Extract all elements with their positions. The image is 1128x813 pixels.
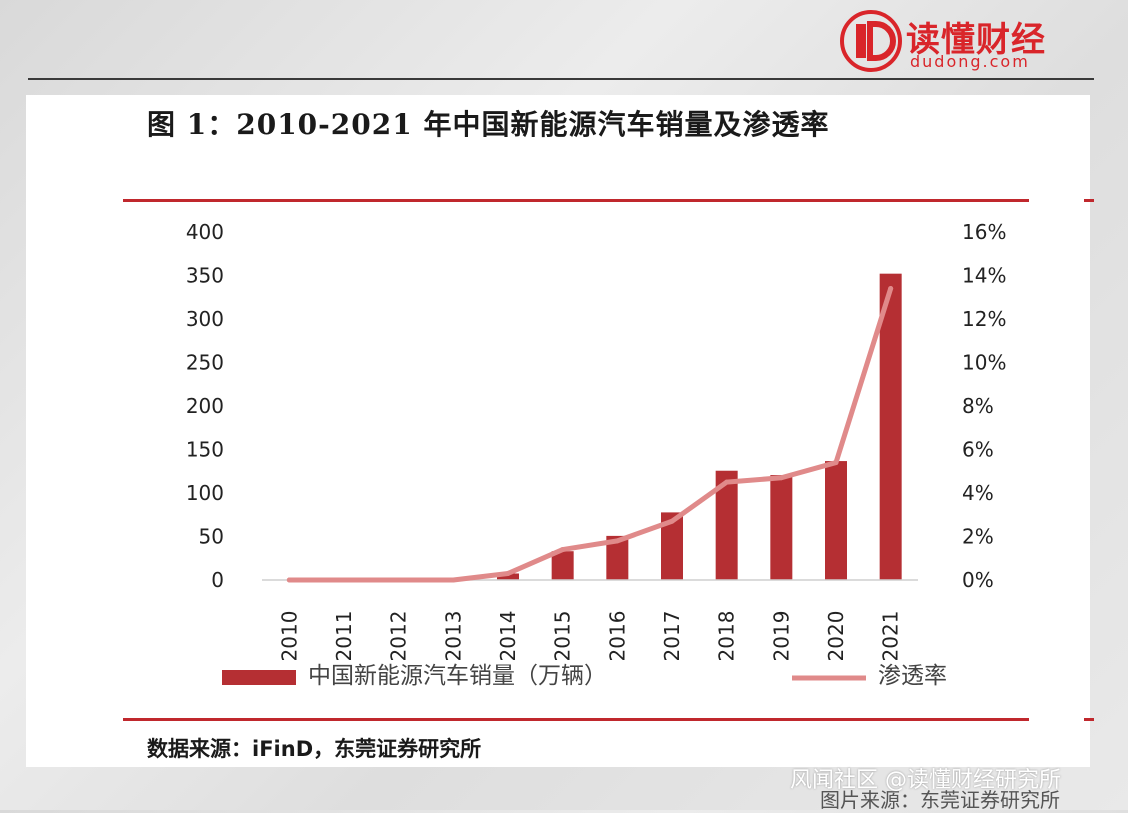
legend-label-penetration: 渗透率 [878, 663, 947, 689]
sales-penetration-chart: 0 50 100 150 200 250 300 350 400 0% 2% 4% 6% 8% 10% 12%… [140, 215, 1020, 705]
y-left-tick-label: 250 [186, 351, 224, 375]
x-tick-label: 2014 [496, 611, 520, 662]
brand-logo: 读懂财经 dudong.com [840, 8, 1060, 74]
x-tick-label: 2021 [879, 611, 903, 662]
y-right-tick-label: 8% [962, 394, 994, 418]
penetration-point-2021 [888, 286, 893, 291]
y-right-tick-label: 12% [962, 307, 1006, 331]
y-left-tick-label: 400 [186, 220, 224, 244]
y-left-tick-label: 150 [186, 438, 224, 462]
logo-mark-icon [840, 10, 902, 72]
watermark: 风闻社区 @读懂财经研究所 [790, 762, 1061, 794]
x-tick-label: 2012 [387, 611, 411, 662]
figure-title: 图 1：2010-2021 年中国新能源汽车销量及渗透率 [147, 103, 829, 143]
y-left-tick-label: 0 [211, 568, 224, 592]
logo-domain: dudong.com [910, 52, 1030, 71]
bar-2020 [825, 461, 847, 580]
penetration-point-2010 [287, 578, 292, 583]
penetration-point-2018 [724, 480, 729, 485]
x-tick-label: 2019 [769, 611, 793, 662]
penetration-point-2020 [834, 460, 839, 465]
edge-tick-bottom [1084, 718, 1094, 721]
source-rule [123, 718, 1029, 721]
y-right-tick-label: 0% [962, 568, 994, 592]
y-right-tick-label: 2% [962, 525, 994, 549]
x-tick-label: 2020 [824, 611, 848, 662]
x-tick-label: 2011 [332, 611, 356, 662]
penetration-line [289, 289, 890, 580]
x-tick-label: 2018 [715, 611, 739, 662]
penetration-point-2019 [779, 475, 784, 480]
penetration-point-2013 [451, 578, 456, 583]
x-tick-label: 2010 [277, 611, 301, 662]
y-right-tick-label: 10% [962, 351, 1006, 375]
data-source: 数据来源：iFinD，东莞证券研究所 [147, 733, 481, 763]
penetration-point-2016 [615, 538, 620, 543]
penetration-point-2014 [506, 571, 511, 576]
penetration-point-2011 [342, 578, 347, 583]
x-tick-label: 2017 [660, 611, 684, 662]
x-tick-label: 2015 [551, 611, 575, 662]
legend-label-sales: 中国新能源汽车销量（万辆） [308, 663, 607, 689]
penetration-point-2017 [670, 519, 675, 524]
y-left-tick-label: 350 [186, 264, 224, 288]
penetration-point-2012 [396, 578, 401, 583]
edge-tick-top [1084, 199, 1094, 202]
title-rule [123, 199, 1029, 202]
bar-2019 [770, 475, 792, 580]
y-right-tick-label: 6% [962, 438, 994, 462]
y-left-tick-label: 300 [186, 307, 224, 331]
legend-swatch-sales [222, 670, 296, 685]
y-left-tick-label: 50 [199, 525, 224, 549]
y-right-tick-label: 16% [962, 220, 1006, 244]
y-right-tick-label: 4% [962, 481, 994, 505]
x-tick-label: 2013 [441, 611, 465, 662]
y-right-tick-label: 14% [962, 264, 1006, 288]
header-divider [28, 78, 1094, 80]
y-left-tick-label: 200 [186, 394, 224, 418]
y-left-tick-label: 100 [186, 481, 224, 505]
x-tick-label: 2016 [605, 611, 629, 662]
penetration-point-2015 [560, 547, 565, 552]
